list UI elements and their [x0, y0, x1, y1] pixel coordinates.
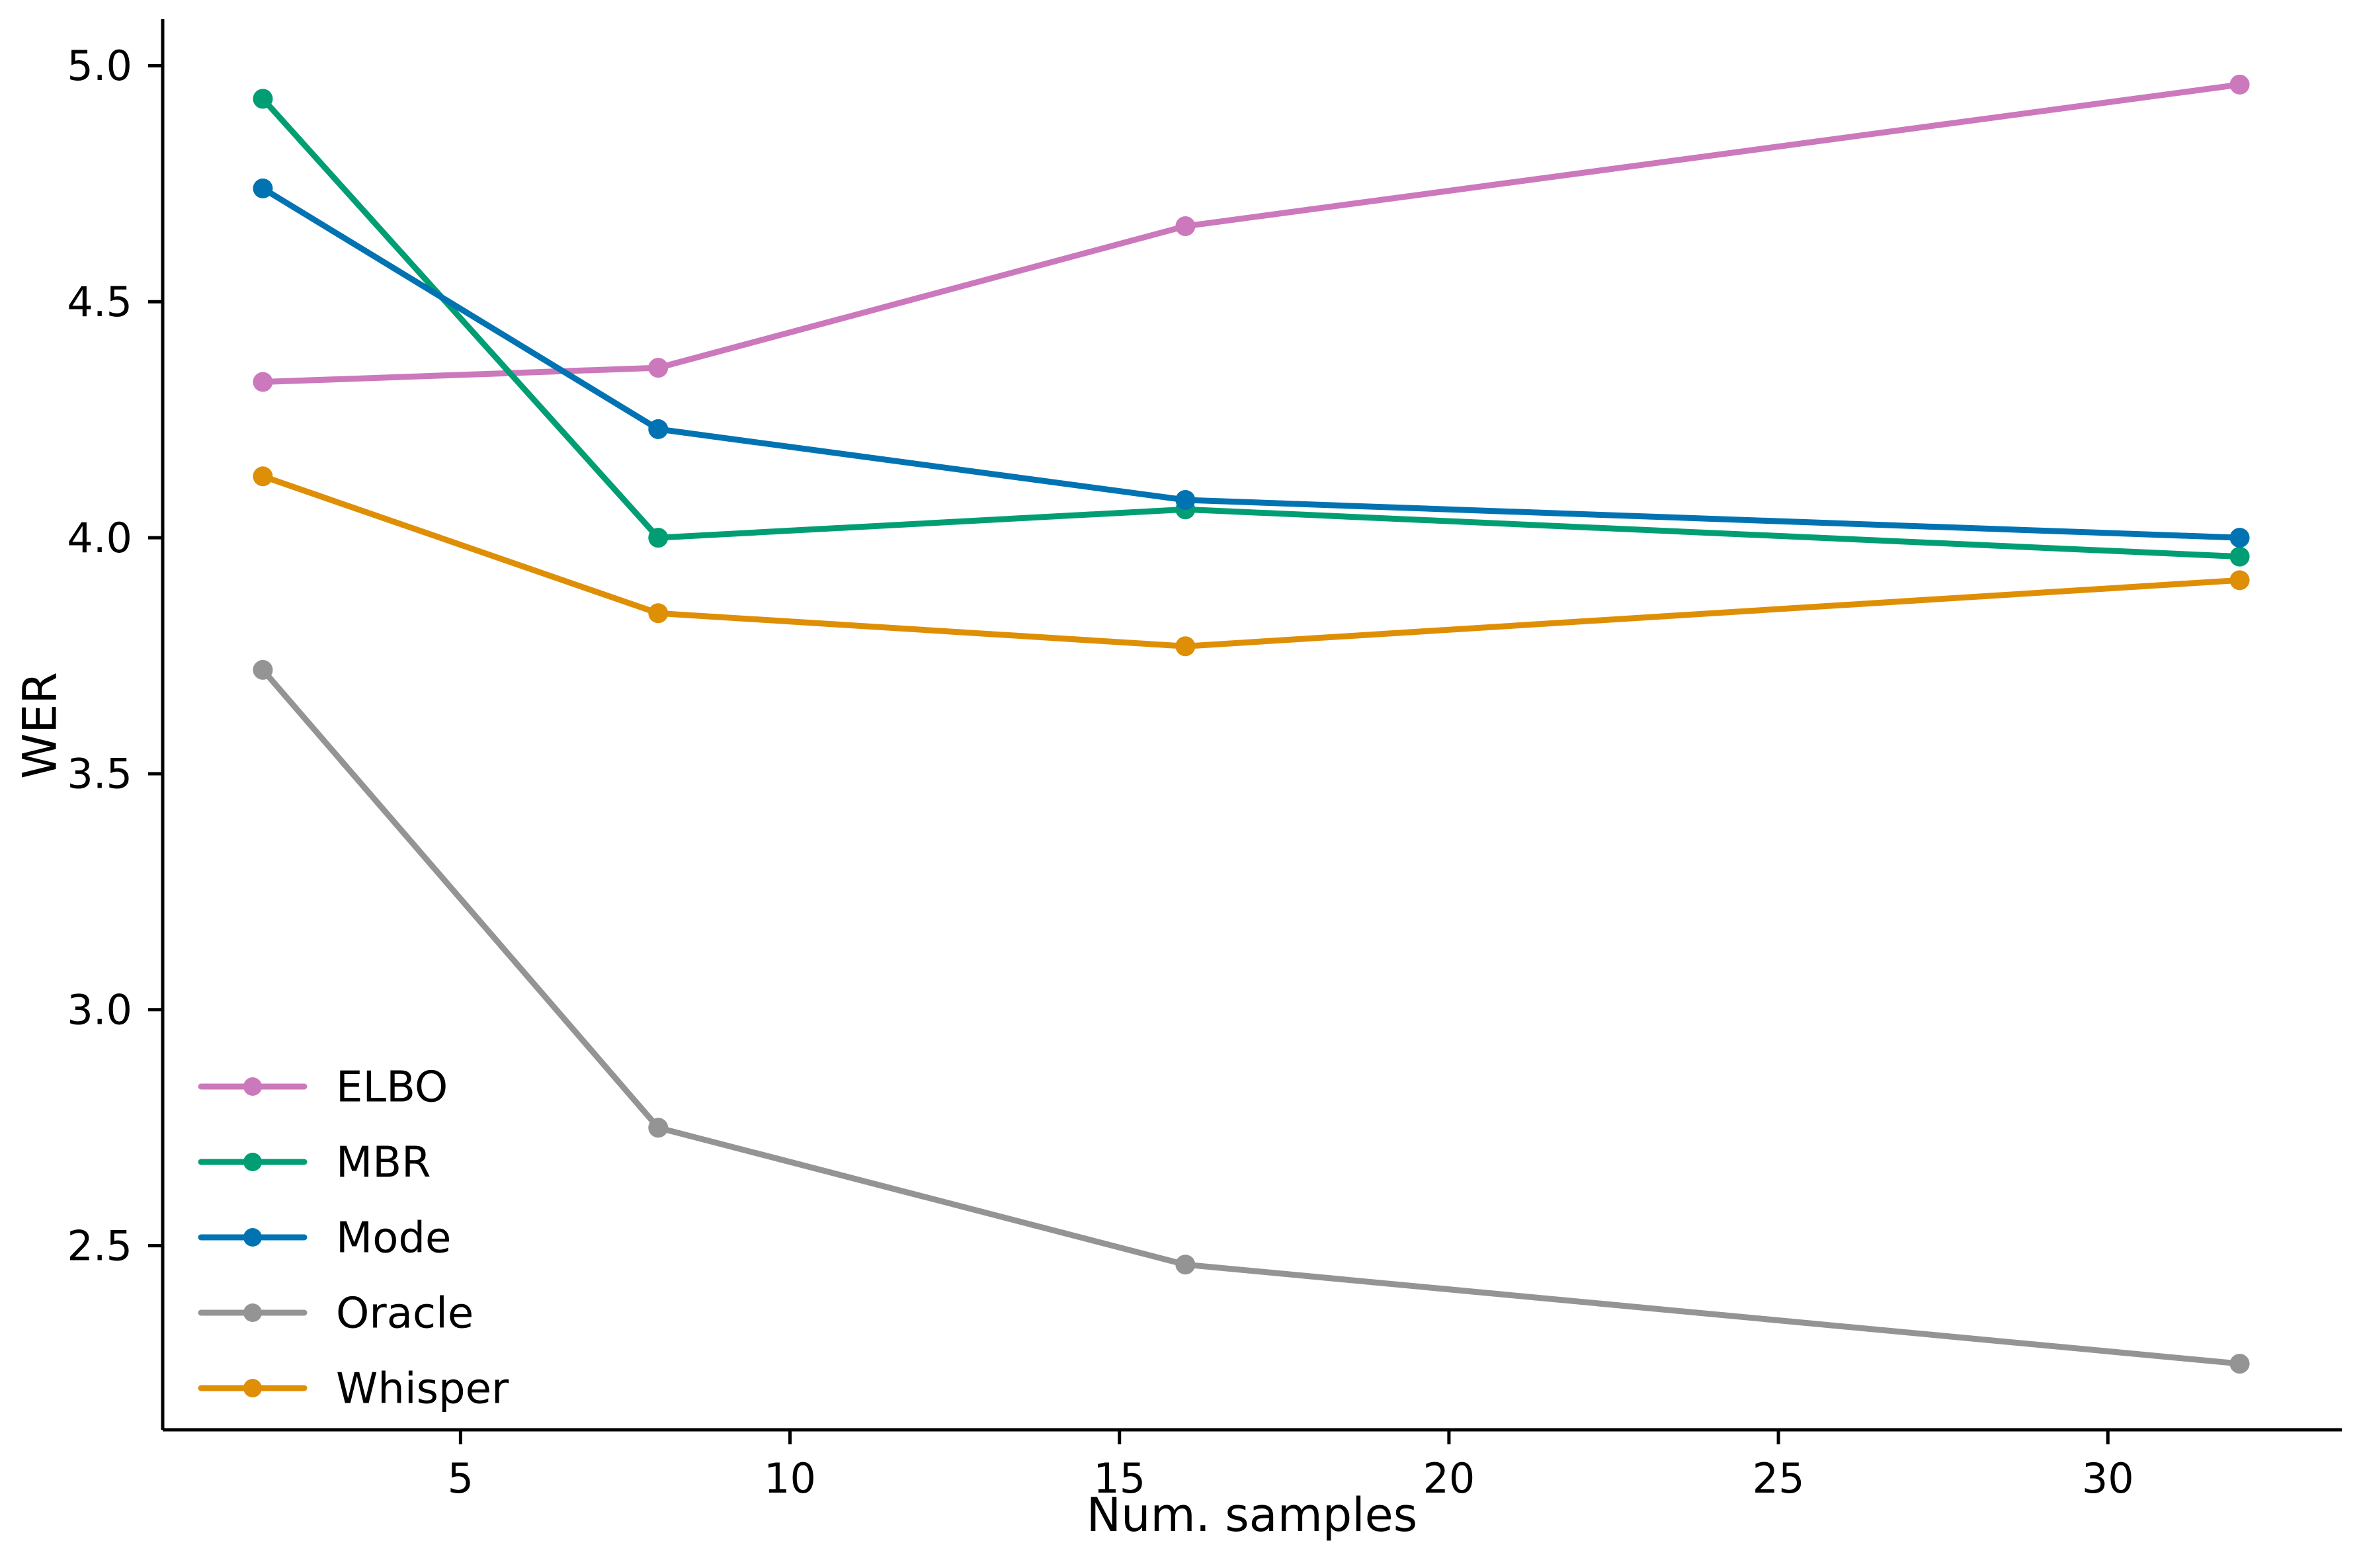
x-tick-label: 15: [1093, 1454, 1145, 1503]
data-point-mbr-x8: [648, 528, 669, 548]
data-point-whisper-x2: [253, 466, 273, 487]
data-point-mode-x8: [648, 419, 669, 439]
y-tick-label: 4.5: [67, 278, 132, 326]
legend-item-mbr: MBR: [198, 1138, 431, 1187]
legend-marker-mbr: [243, 1153, 262, 1171]
series-line-whisper: [259, 473, 2243, 649]
y-axis-ticks: 5.0 4.5 4.0 3.5 3.0 2.5: [67, 42, 163, 1270]
data-point-mode-x32: [2229, 528, 2250, 548]
legend-label-mbr: MBR: [336, 1138, 431, 1187]
x-tick-label: 30: [2082, 1454, 2134, 1503]
data-point-whisper-x16: [1175, 636, 1196, 657]
y-tick-label: 2.5: [67, 1221, 132, 1270]
series-line-mode: [259, 185, 2243, 541]
series-line-mbr: [259, 95, 2243, 560]
legend-item-oracle: Oracle: [198, 1289, 474, 1338]
x-axis-ticks: 5 10 15 20 25 30: [448, 1430, 2134, 1503]
data-point-oracle-x32: [2229, 1354, 2250, 1374]
y-tick-label: 4.0: [67, 514, 132, 562]
legend-label-whisper: Whisper: [336, 1364, 509, 1413]
legend-label-oracle: Oracle: [336, 1289, 474, 1338]
legend-label-mode: Mode: [336, 1214, 451, 1262]
data-point-mode-x2: [253, 178, 273, 198]
data-point-mbr-x2: [253, 89, 273, 109]
legend-marker-mode: [243, 1228, 262, 1247]
data-series-group: [253, 74, 2250, 1374]
data-point-elbo-x16: [1175, 216, 1196, 237]
legend-marker-oracle: [243, 1303, 262, 1322]
series-line-elbo: [259, 81, 2243, 386]
legend-item-elbo: ELBO: [198, 1063, 448, 1112]
y-axis-title: WER: [13, 672, 67, 779]
data-point-elbo-x8: [648, 358, 669, 378]
data-point-elbo-x32: [2229, 74, 2250, 95]
data-point-whisper-x8: [648, 603, 669, 624]
x-tick-label: 25: [1753, 1454, 1805, 1503]
legend-marker-whisper: [243, 1379, 262, 1397]
data-point-whisper-x32: [2229, 570, 2250, 591]
y-tick-label: 3.5: [67, 750, 132, 798]
data-point-elbo-x2: [253, 372, 273, 392]
x-axis-title: Num. samples: [1087, 1488, 1417, 1542]
x-tick-label: 5: [448, 1454, 474, 1503]
series-line-oracle: [259, 667, 2243, 1367]
legend-label-elbo: ELBO: [336, 1063, 448, 1112]
data-point-mbr-x32: [2229, 546, 2250, 567]
chart-legend: ELBO MBR Mode Oracle Whisper: [198, 1063, 509, 1413]
y-tick-label: 5.0: [67, 42, 132, 90]
data-point-mode-x16: [1175, 489, 1196, 510]
legend-item-whisper: Whisper: [198, 1364, 509, 1413]
x-tick-label: 10: [764, 1454, 816, 1503]
y-tick-label: 3.0: [67, 985, 132, 1034]
data-point-oracle-x8: [648, 1118, 669, 1138]
legend-item-mode: Mode: [198, 1214, 451, 1262]
data-point-oracle-x16: [1175, 1255, 1196, 1275]
data-point-oracle-x2: [253, 659, 273, 680]
x-tick-label: 20: [1423, 1454, 1475, 1503]
legend-marker-elbo: [243, 1077, 262, 1096]
